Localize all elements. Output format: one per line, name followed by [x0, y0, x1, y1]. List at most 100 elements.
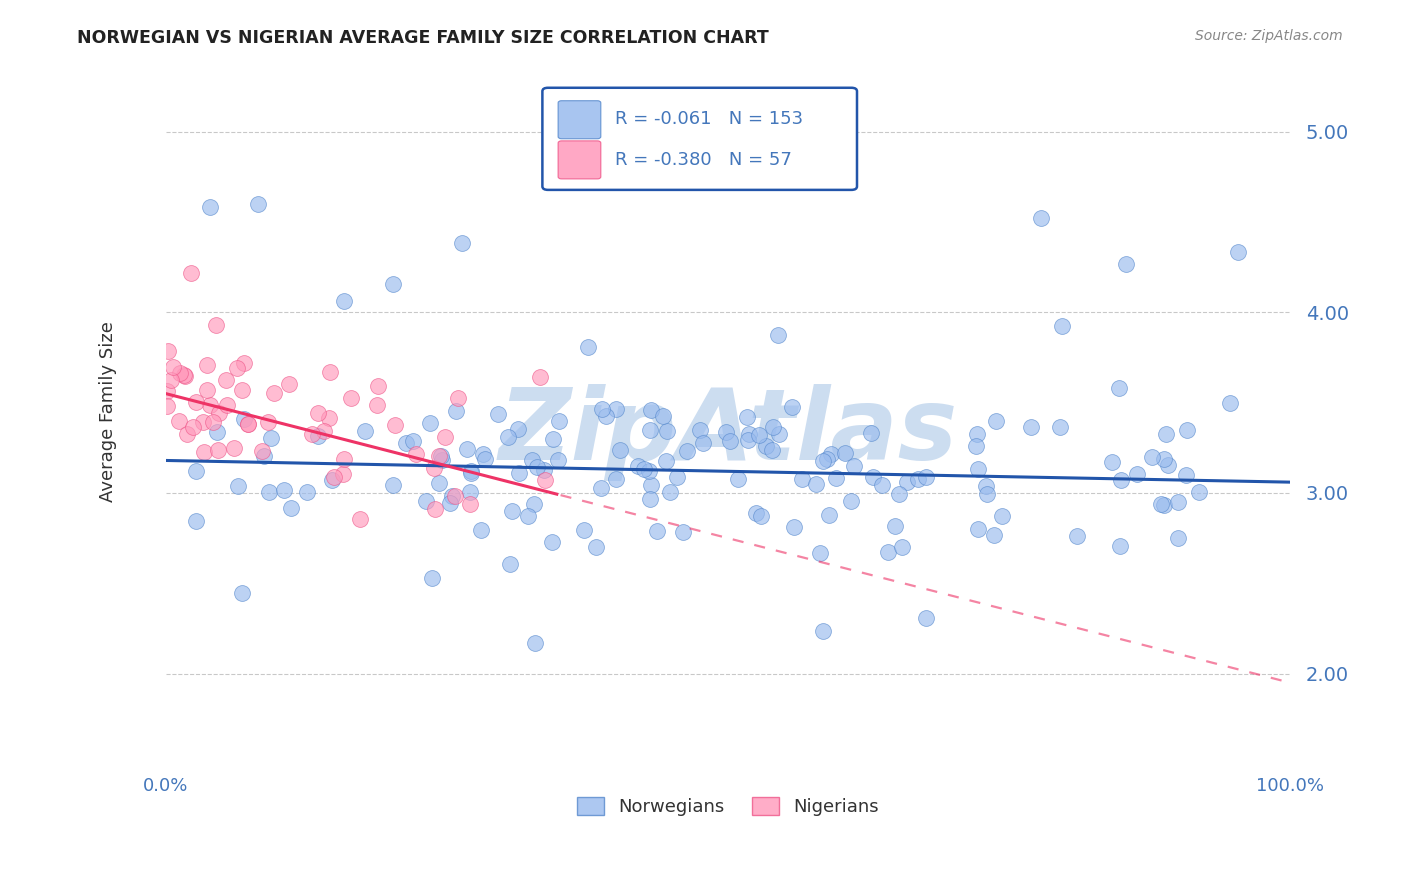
Point: [672, 524, 695, 539]
Point: [637, 464, 659, 478]
Point: [339, 392, 361, 406]
Point: [472, 447, 495, 461]
Point: [318, 365, 340, 379]
Point: [474, 452, 496, 467]
Point: [1175, 467, 1198, 482]
Point: [253, 449, 276, 463]
Point: [273, 483, 295, 497]
Point: [806, 477, 828, 491]
Point: [738, 426, 761, 441]
Point: [312, 425, 335, 439]
Point: [1140, 450, 1163, 464]
Point: [225, 360, 247, 375]
Point: [645, 524, 668, 539]
Point: [470, 523, 492, 537]
Text: NORWEGIAN VS NIGERIAN AVERAGE FAMILY SIZE CORRELATION CHART: NORWEGIAN VS NIGERIAN AVERAGE FAMILY SIZ…: [77, 29, 769, 46]
Point: [820, 447, 842, 461]
Point: [260, 431, 283, 445]
Point: [891, 540, 914, 554]
Point: [782, 400, 804, 414]
Point: [231, 586, 253, 600]
Point: [824, 471, 846, 485]
Point: [907, 472, 929, 486]
Point: [576, 341, 599, 355]
Point: [280, 501, 302, 516]
Point: [640, 402, 662, 417]
Legend: Norwegians, Nigerians: Norwegians, Nigerians: [568, 788, 887, 825]
Point: [307, 429, 329, 443]
Point: [423, 461, 446, 475]
Point: [755, 439, 778, 453]
Point: [430, 453, 453, 467]
Point: [652, 409, 675, 424]
Point: [184, 464, 207, 478]
Point: [381, 477, 404, 491]
Point: [965, 439, 987, 453]
Point: [429, 450, 451, 464]
Point: [173, 368, 195, 383]
Point: [768, 426, 790, 441]
Point: [257, 485, 280, 500]
Point: [718, 434, 741, 448]
Point: [627, 458, 650, 473]
Point: [595, 409, 617, 424]
Point: [420, 571, 443, 585]
Point: [585, 540, 607, 554]
Point: [236, 417, 259, 431]
Y-axis label: Average Family Size: Average Family Size: [100, 321, 117, 502]
Point: [402, 434, 425, 448]
Point: [1126, 467, 1149, 481]
Point: [638, 423, 661, 437]
Point: [983, 528, 1005, 542]
Point: [737, 409, 759, 424]
Point: [1066, 529, 1088, 543]
Point: [200, 398, 222, 412]
Point: [297, 484, 319, 499]
Point: [460, 464, 482, 478]
Point: [156, 399, 179, 413]
Point: [633, 461, 655, 475]
Point: [817, 508, 839, 523]
Point: [301, 426, 323, 441]
Point: [1219, 396, 1241, 410]
Text: R = -0.061   N = 153: R = -0.061 N = 153: [616, 111, 804, 128]
Point: [321, 474, 343, 488]
Point: [208, 406, 231, 420]
Point: [782, 520, 804, 534]
Point: [749, 508, 772, 523]
Point: [533, 463, 555, 477]
Point: [193, 445, 215, 459]
Point: [1019, 419, 1042, 434]
Text: Source: ZipAtlas.com: Source: ZipAtlas.com: [1195, 29, 1343, 43]
Point: [486, 407, 509, 421]
Point: [745, 506, 768, 520]
Point: [766, 328, 789, 343]
Point: [1227, 244, 1250, 259]
Point: [433, 430, 456, 444]
Point: [808, 546, 831, 560]
Point: [609, 443, 631, 458]
Text: R = -0.380   N = 57: R = -0.380 N = 57: [616, 151, 793, 169]
Point: [524, 635, 547, 649]
Point: [159, 373, 181, 387]
Point: [506, 421, 529, 435]
Point: [222, 441, 245, 455]
Point: [870, 478, 893, 492]
Point: [1175, 423, 1198, 437]
Point: [1101, 455, 1123, 469]
Point: [427, 449, 450, 463]
Point: [167, 414, 190, 428]
Point: [252, 444, 274, 458]
Point: [349, 511, 371, 525]
Point: [446, 404, 468, 418]
Point: [839, 494, 862, 508]
Point: [169, 366, 191, 380]
Point: [201, 415, 224, 429]
Point: [966, 426, 988, 441]
Point: [896, 475, 918, 489]
Point: [307, 406, 329, 420]
Point: [761, 442, 783, 457]
Point: [460, 466, 482, 480]
Point: [180, 266, 202, 280]
Point: [884, 519, 907, 533]
